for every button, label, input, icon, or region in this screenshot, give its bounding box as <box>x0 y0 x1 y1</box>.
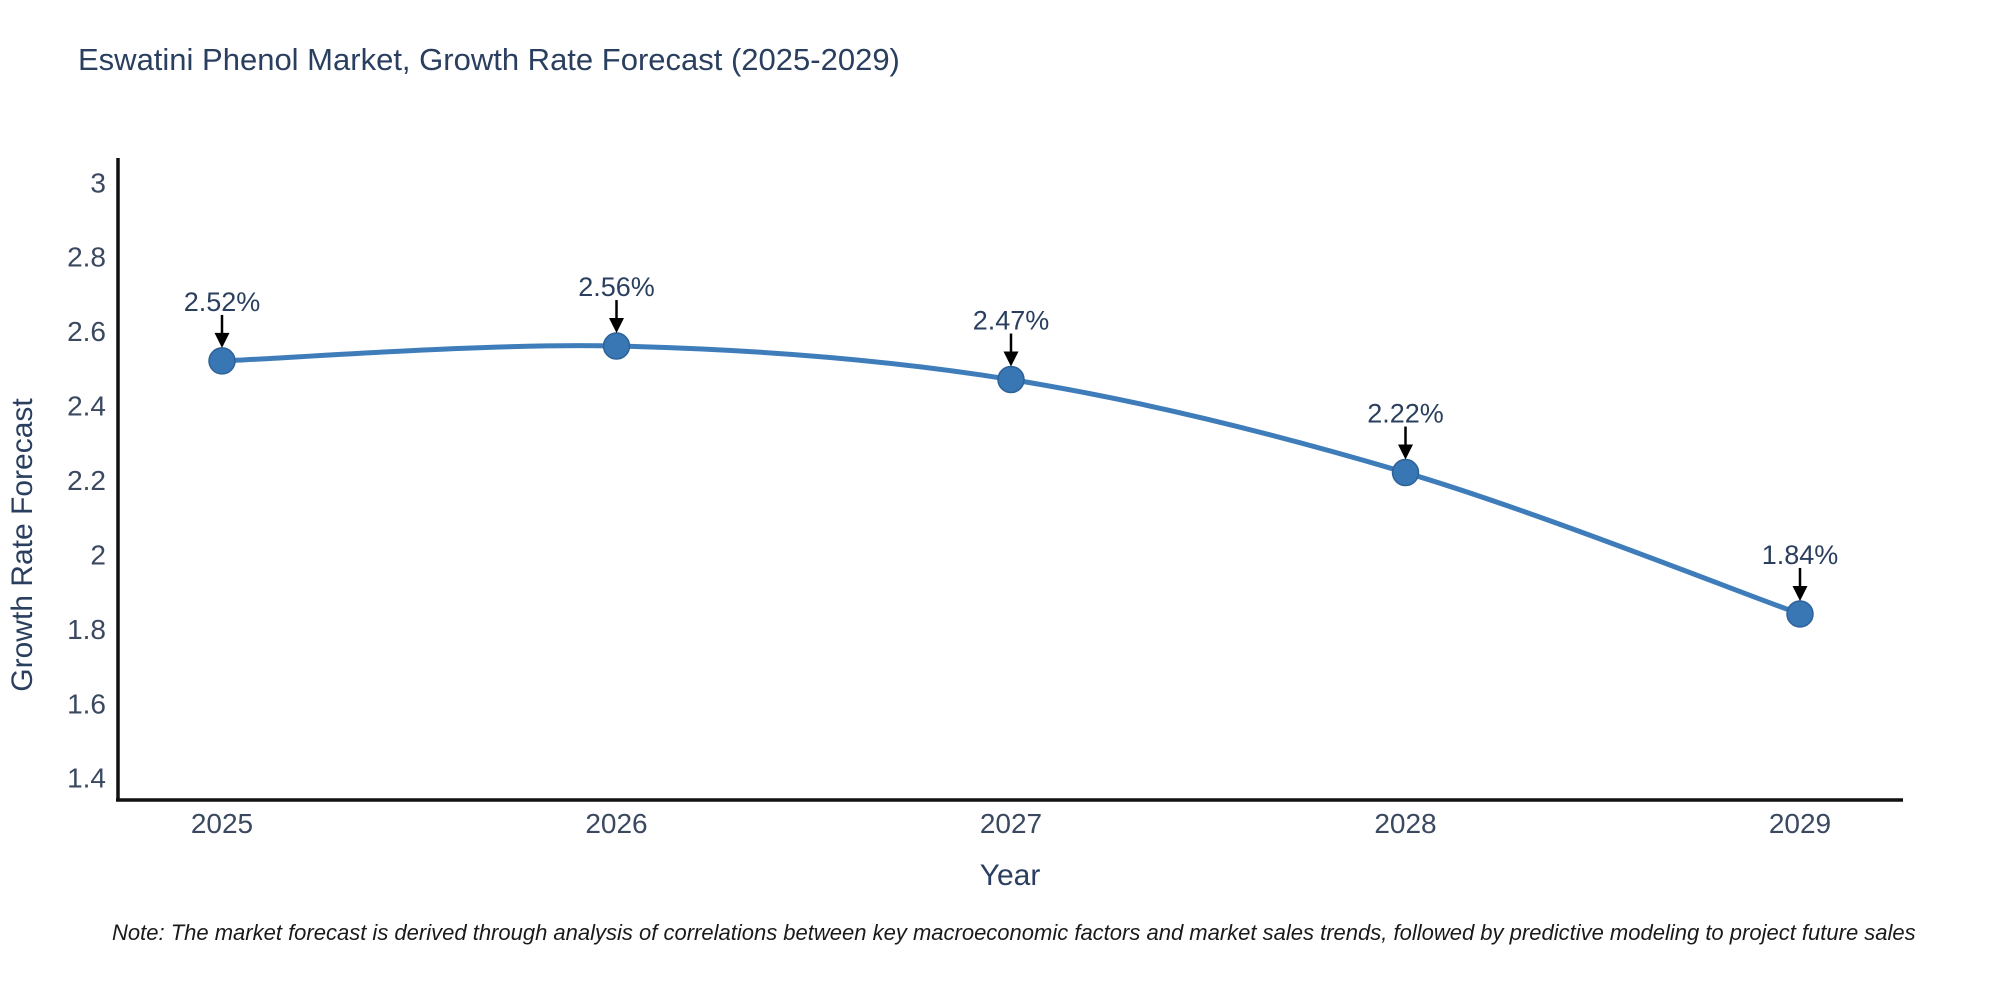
y-axis-title: Growth Rate Forecast <box>6 398 39 692</box>
data-point-marker <box>1786 600 1814 628</box>
annotation-arrow-head <box>214 332 230 348</box>
x-axis: 2025 2026 2027 2028 2029 Year <box>116 798 1903 892</box>
point-annotation: 2.47% <box>973 306 1050 367</box>
x-tick-label: 2025 <box>191 808 253 839</box>
y-axis-tick-labels: 3 2.8 2.6 2.4 2.2 2 1.8 1.6 1.4 <box>67 167 106 793</box>
point-value-label: 2.52% <box>184 287 261 317</box>
y-tick-label: 1.8 <box>67 614 106 645</box>
y-tick-label: 2.6 <box>67 316 106 347</box>
data-point-markers <box>208 332 1814 628</box>
y-tick-label: 2 <box>90 539 106 570</box>
chart-title: Eswatini Phenol Market, Growth Rate Fore… <box>78 42 900 77</box>
y-axis: 3 2.8 2.6 2.4 2.2 2 1.8 1.6 1.4 Growth Rate Fore… <box>6 158 120 802</box>
y-tick-label: 1.6 <box>67 688 106 719</box>
x-tick-label: 2027 <box>980 808 1042 839</box>
data-label-annotations: 2.52% 2.56% 2.47% 2.22% 1.84% <box>184 272 1839 601</box>
point-value-label: 1.84% <box>1762 540 1839 570</box>
x-axis-title: Year <box>980 859 1041 892</box>
x-tick-label: 2026 <box>585 808 647 839</box>
y-tick-label: 3 <box>90 167 106 198</box>
footnote: Note: The market forecast is derived thr… <box>112 920 1916 945</box>
point-annotation: 2.56% <box>578 272 655 334</box>
annotation-arrow-head <box>1792 585 1808 601</box>
data-point-marker <box>208 347 236 375</box>
x-axis-tick-labels: 2025 2026 2027 2028 2029 <box>191 808 1831 839</box>
data-point-marker <box>1391 458 1420 487</box>
point-annotation: 1.84% <box>1762 540 1839 601</box>
point-annotation: 2.52% <box>184 287 261 348</box>
point-annotation: 2.22% <box>1367 399 1444 460</box>
y-tick-label: 1.4 <box>67 763 106 794</box>
annotation-arrow-head <box>1003 351 1019 367</box>
point-value-label: 2.22% <box>1367 399 1444 429</box>
annotation-arrow-head <box>1398 444 1413 460</box>
data-point-marker <box>602 332 631 360</box>
point-value-label: 2.56% <box>578 272 655 302</box>
data-point-marker <box>997 365 1025 394</box>
x-tick-label: 2029 <box>1769 808 1831 839</box>
y-tick-label: 2.4 <box>67 391 106 422</box>
point-value-label: 2.47% <box>973 306 1050 336</box>
x-tick-label: 2028 <box>1374 808 1436 839</box>
y-tick-label: 2.2 <box>67 465 106 496</box>
y-tick-label: 2.8 <box>67 242 106 273</box>
annotation-arrow-head <box>609 318 624 334</box>
